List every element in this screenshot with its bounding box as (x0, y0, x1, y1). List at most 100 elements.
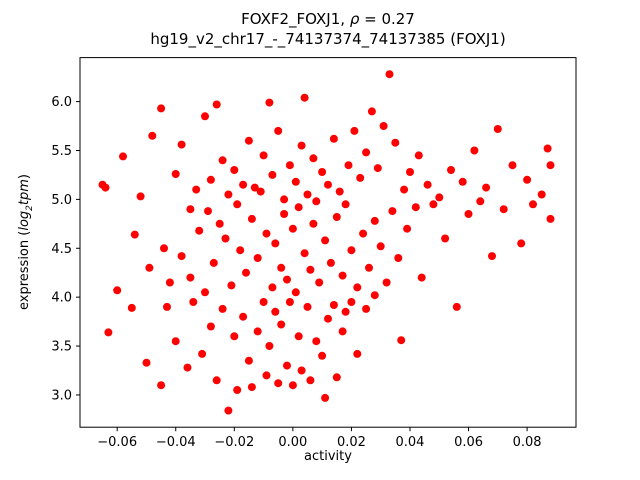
x-tick-label: 0.06 (454, 435, 483, 450)
data-point (362, 148, 371, 157)
data-point (224, 406, 233, 415)
data-point (104, 328, 113, 337)
data-point (294, 203, 303, 212)
data-point (271, 307, 280, 316)
data-point (326, 258, 335, 267)
y-tick-label: 3.5 (51, 340, 72, 355)
data-point (356, 173, 365, 182)
data-point (414, 151, 423, 160)
data-point (288, 381, 297, 390)
data-point (186, 205, 195, 214)
data-point (341, 307, 350, 316)
data-point (195, 226, 204, 235)
x-tick-label: 0.02 (337, 435, 366, 450)
data-point (239, 312, 248, 321)
chart-title-line2: hg19_v2_chr17_-_74137374_74137385 (FOXJ1… (150, 30, 506, 48)
data-point (253, 327, 262, 336)
data-point (127, 303, 136, 312)
data-point (189, 298, 198, 306)
data-point (101, 183, 110, 192)
data-point (218, 304, 227, 313)
data-point (353, 349, 362, 358)
rho-symbol: ρ (349, 10, 360, 28)
data-point (385, 70, 394, 79)
y-tick-label: 3.0 (51, 388, 72, 403)
data-point (429, 200, 438, 209)
data-point (312, 197, 321, 206)
data-point (344, 161, 353, 170)
data-point (546, 161, 555, 170)
data-point (171, 170, 180, 178)
x-tick-label: −0.02 (214, 435, 254, 450)
data-point (224, 190, 233, 199)
data-point (367, 107, 376, 116)
data-point (353, 283, 362, 292)
data-point (370, 216, 379, 225)
data-point (177, 140, 186, 149)
data-point (312, 337, 321, 346)
data-point (283, 361, 291, 370)
data-point (177, 252, 186, 261)
data-point (493, 125, 502, 133)
data-point (458, 177, 467, 186)
y-tick-label: 5.0 (51, 193, 72, 208)
data-point (508, 161, 517, 170)
data-point (256, 187, 265, 196)
data-point (476, 197, 485, 206)
data-point (324, 314, 332, 323)
data-point (546, 214, 555, 223)
data-point (373, 164, 382, 173)
data-point (338, 327, 347, 336)
data-point (233, 386, 242, 394)
data-point (274, 379, 283, 388)
ylabel-subscript: 2 (24, 205, 35, 211)
data-point (376, 242, 385, 251)
data-point (300, 93, 309, 102)
data-point (183, 363, 192, 372)
data-point (259, 298, 268, 306)
data-point (244, 136, 253, 145)
data-point (359, 229, 368, 238)
data-point (435, 193, 444, 202)
data-point (318, 351, 327, 360)
data-point (277, 320, 286, 329)
plot-frame (79, 57, 577, 428)
data-point (280, 210, 289, 218)
data-point (488, 252, 496, 261)
data-point (365, 263, 373, 272)
data-point (321, 393, 330, 402)
title-rho-value: = 0.27 (359, 10, 415, 28)
data-point (394, 254, 403, 262)
x-tick-label: −0.06 (97, 435, 137, 450)
ylabel-log: log (17, 210, 33, 231)
data-point (204, 207, 212, 216)
data-point (247, 214, 256, 223)
data-point (259, 151, 268, 160)
data-point (247, 383, 256, 392)
data-point (315, 278, 324, 287)
data-point (423, 180, 432, 189)
data-point (324, 180, 332, 189)
data-point (227, 281, 236, 290)
data-point (309, 154, 318, 163)
data-point (239, 180, 248, 189)
data-point (268, 283, 277, 292)
data-point (212, 100, 221, 109)
y-tick-label: 4.0 (51, 291, 72, 306)
data-point (119, 152, 127, 161)
data-point (242, 268, 250, 277)
data-point (543, 144, 552, 153)
data-point (306, 376, 315, 385)
title-text: FOXF2_FOXJ1, (241, 10, 350, 28)
data-point (198, 349, 207, 358)
data-point (335, 187, 344, 196)
data-point (157, 381, 166, 390)
data-point (265, 342, 274, 350)
data-point (215, 219, 224, 228)
data-point (206, 322, 215, 331)
data-point (171, 337, 180, 346)
x-tick-label: −0.04 (156, 435, 196, 450)
data-point (268, 170, 277, 179)
